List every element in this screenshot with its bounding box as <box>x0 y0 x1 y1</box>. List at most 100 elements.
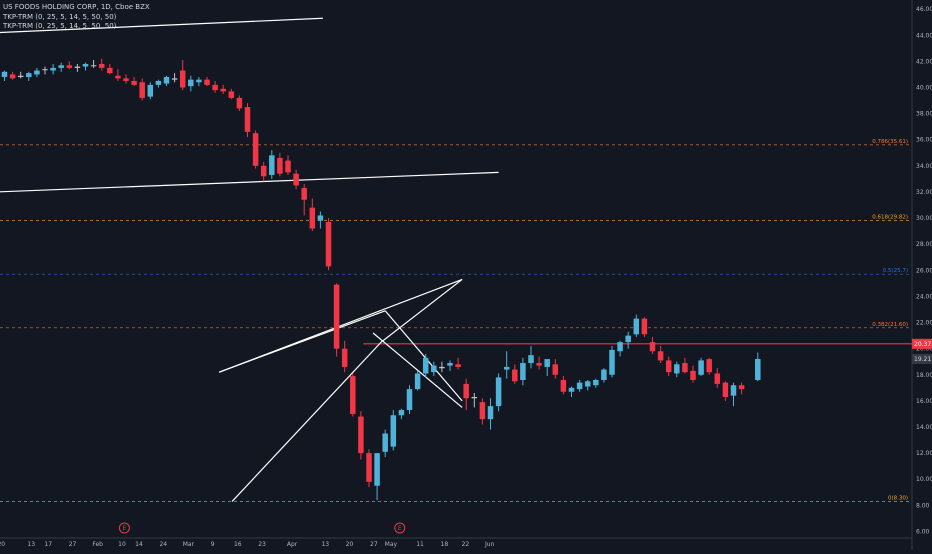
price-tick-label: 26.00 <box>916 267 932 274</box>
candle-body <box>560 379 567 392</box>
time-tick-label: May <box>385 541 398 548</box>
candle-body <box>163 77 170 84</box>
candle-body <box>260 165 267 177</box>
fib-level-label: 0(8.30) <box>888 495 908 501</box>
candle-body <box>90 65 97 67</box>
candle-body <box>593 379 599 386</box>
time-tick-label: 14 <box>135 541 143 548</box>
earnings-marker-label: E <box>398 525 402 532</box>
candle-body <box>584 381 591 387</box>
price-tick-label: 18.00 <box>916 372 932 379</box>
candle-body <box>431 365 437 373</box>
time-tick-label: 23 <box>258 541 266 548</box>
candle-body <box>9 74 16 79</box>
candle-body <box>26 73 32 78</box>
candle-body <box>479 402 486 420</box>
candle-body <box>665 360 672 373</box>
time-tick-label: 27 <box>69 541 77 548</box>
candle-body <box>471 396 478 399</box>
candle-body <box>552 364 559 375</box>
time-tick-label: Jun <box>484 541 495 548</box>
candle-body <box>188 79 194 87</box>
time-tick-label: 24 <box>159 541 167 548</box>
price-tick-label: 30.00 <box>916 215 932 222</box>
time-tick-label: 16 <box>234 541 242 548</box>
candle-body <box>568 387 575 392</box>
candle-body <box>333 284 340 349</box>
candle-body <box>366 453 372 482</box>
trendline <box>372 332 463 408</box>
candle-body <box>58 65 64 68</box>
candle-body <box>236 97 243 109</box>
candle-body <box>204 79 210 85</box>
candle-body <box>601 369 607 380</box>
price-tick-label: 42.00 <box>916 58 932 65</box>
price-tick-label: 20.00 <box>916 346 932 353</box>
candle-body <box>50 67 56 71</box>
candle-body <box>252 133 259 166</box>
price-tick-label: 32.00 <box>916 189 932 196</box>
price-label-text: 19.21 <box>914 356 931 363</box>
price-tick-label: 10.00 <box>916 476 932 483</box>
candle-body <box>123 78 129 81</box>
candle-body <box>17 75 24 78</box>
price-label-box <box>912 338 932 349</box>
trendline <box>231 341 382 502</box>
candle-body <box>544 359 550 367</box>
trendline <box>384 310 463 402</box>
candle-body <box>649 342 656 352</box>
candle-body <box>422 357 429 374</box>
time-tick-label: 9 <box>211 541 215 548</box>
candle-body <box>447 363 453 366</box>
candle-body <box>463 383 469 399</box>
time-tick-label: 13 <box>27 541 35 548</box>
time-tick-label: 20 <box>0 541 5 548</box>
trendline <box>218 278 463 373</box>
candle-body <box>690 370 696 380</box>
candle-body <box>657 351 664 361</box>
price-tick-label: 34.00 <box>916 163 932 170</box>
candle-body <box>350 376 356 414</box>
indicator-label-2[interactable]: TKP-TRM (0, 25, 5, 14, 5, 50, 50) <box>3 22 117 30</box>
candle-body <box>1 71 8 78</box>
candle-body <box>576 382 583 390</box>
indicator-label-1[interactable]: TKP-TRM (0, 25, 5, 14, 5, 50, 50) <box>3 12 117 21</box>
price-tick-label: 38.00 <box>916 111 932 118</box>
candle-body <box>66 65 73 68</box>
candle-body <box>107 67 113 74</box>
candle-body <box>455 364 461 367</box>
candle-body <box>520 363 526 380</box>
candle-body <box>528 355 534 364</box>
candle-body <box>277 158 283 174</box>
candle-body <box>301 188 307 200</box>
price-tick-label: 28.00 <box>916 241 932 248</box>
candle-body <box>171 78 178 80</box>
candle-body <box>738 385 745 390</box>
price-tick-label: 44.00 <box>916 32 932 39</box>
trendline <box>0 171 499 193</box>
fib-level-label: 0.382(21.60) <box>872 322 908 328</box>
candle-body <box>414 373 421 390</box>
candle-body <box>609 349 615 375</box>
candle-body <box>714 373 721 384</box>
candle-body <box>730 385 737 396</box>
candle-body <box>633 318 640 335</box>
candle-body <box>82 63 89 67</box>
candle-body <box>325 221 332 267</box>
price-tick-label: 14.00 <box>916 424 932 431</box>
candle-body <box>536 363 542 366</box>
candle-body <box>755 358 761 380</box>
candle-body <box>317 215 324 221</box>
price-tick-label: 40.00 <box>916 84 932 91</box>
earnings-marker-icon <box>394 522 406 534</box>
candle-body <box>674 364 680 374</box>
price-tick-label: 36.00 <box>916 137 932 144</box>
candle-body <box>406 389 413 411</box>
candle-body <box>382 433 388 452</box>
time-tick-label: 22 <box>462 541 470 548</box>
earnings-marker-label: E <box>122 525 126 532</box>
candle-body <box>641 318 648 335</box>
candle-body <box>293 173 299 186</box>
